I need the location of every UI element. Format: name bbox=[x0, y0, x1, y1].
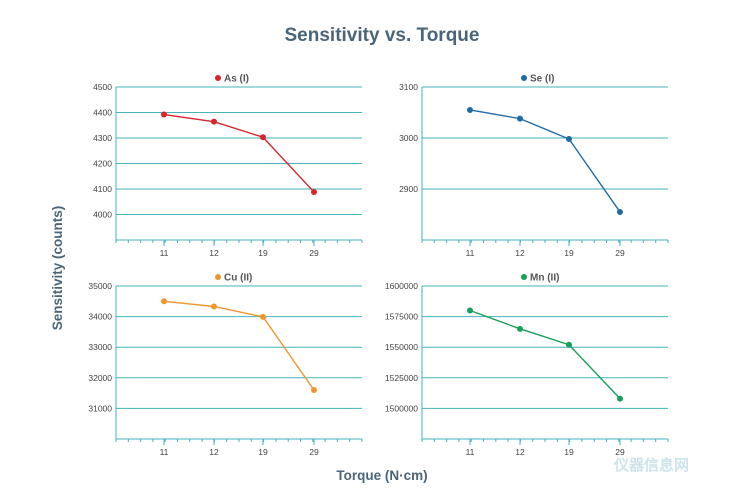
y-tick-label: 4300 bbox=[93, 133, 112, 143]
y-tick-label: 2900 bbox=[399, 184, 418, 194]
data-point bbox=[566, 136, 572, 143]
x-tick-label: 19 bbox=[564, 447, 574, 457]
data-point bbox=[211, 118, 217, 125]
panel-title: Mn (II) bbox=[530, 273, 559, 284]
legend-marker bbox=[215, 274, 221, 280]
y-tick-label: 1500000 bbox=[385, 403, 418, 413]
x-tick-label: 29 bbox=[309, 447, 319, 457]
y-tick-label: 33000 bbox=[88, 342, 112, 352]
data-point bbox=[260, 313, 266, 320]
legend-marker bbox=[521, 75, 527, 81]
x-tick-label: 11 bbox=[160, 248, 169, 258]
data-point bbox=[467, 106, 473, 113]
x-tick-label: 11 bbox=[160, 447, 169, 457]
x-tick-label: 29 bbox=[615, 447, 625, 457]
x-axis-label: Torque (N·cm) bbox=[336, 468, 427, 483]
series-line bbox=[469, 109, 621, 213]
x-tick-label: 12 bbox=[515, 248, 525, 258]
y-tick-label: 1525000 bbox=[385, 373, 418, 383]
data-point bbox=[517, 325, 523, 332]
x-tick-label: 12 bbox=[209, 248, 219, 258]
panel-title: As (I) bbox=[224, 74, 249, 85]
panel-0: 4000 4100 4200 4300 4400 4500 11 12 19 29 As (I) bbox=[93, 74, 363, 258]
x-tick-label: 29 bbox=[309, 248, 319, 258]
series-line bbox=[163, 113, 315, 193]
panel-2: 31000 32000 33000 34000 35000 11 12 19 29 Cu (II) bbox=[88, 273, 363, 457]
data-point bbox=[617, 208, 623, 215]
series-line bbox=[469, 309, 621, 400]
y-tick-label: 3100 bbox=[399, 82, 418, 92]
series-line bbox=[163, 300, 315, 391]
y-tick-label: 4000 bbox=[93, 210, 112, 220]
x-tick-label: 29 bbox=[615, 248, 625, 258]
data-point bbox=[211, 303, 217, 310]
y-tick-label: 1600000 bbox=[385, 281, 418, 291]
y-tick-label: 32000 bbox=[88, 373, 112, 383]
panel-title: Cu (II) bbox=[224, 273, 252, 284]
y-tick-label: 34000 bbox=[88, 312, 112, 322]
data-point bbox=[161, 298, 167, 305]
x-tick-label: 19 bbox=[564, 248, 574, 258]
y-tick-label: 1550000 bbox=[385, 342, 418, 352]
legend-marker bbox=[521, 274, 527, 280]
data-point bbox=[566, 341, 572, 348]
data-point bbox=[617, 395, 623, 402]
panel-3: 1500000 1525000 1550000 1575000 1600000 11 12 1… bbox=[385, 273, 669, 457]
figure-title: Sensitivity vs. Torque bbox=[285, 25, 480, 46]
x-tick-label: 11 bbox=[466, 248, 475, 258]
y-tick-label: 4400 bbox=[93, 108, 112, 118]
data-point bbox=[161, 111, 167, 118]
y-tick-label: 4100 bbox=[93, 184, 112, 194]
data-point bbox=[467, 307, 473, 314]
y-tick-label: 3000 bbox=[399, 133, 418, 143]
y-tick-label: 31000 bbox=[88, 403, 112, 413]
y-axis-label: Sensitivity (counts) bbox=[50, 206, 65, 331]
y-tick-label: 1575000 bbox=[385, 312, 418, 322]
data-point bbox=[517, 115, 523, 122]
y-tick-label: 4200 bbox=[93, 159, 112, 169]
panel-1: 2900 3000 3100 11 12 19 29 Se (I) bbox=[399, 74, 669, 258]
panel-title: Se (I) bbox=[530, 74, 554, 85]
x-tick-label: 19 bbox=[258, 447, 268, 457]
x-tick-label: 12 bbox=[209, 447, 219, 457]
x-tick-label: 12 bbox=[515, 447, 525, 457]
legend-marker bbox=[215, 75, 221, 81]
watermark: 仪器信息网 bbox=[613, 456, 689, 474]
panels: 4000 4100 4200 4300 4400 4500 11 12 19 29 As (I) 29… bbox=[88, 74, 669, 457]
y-tick-label: 35000 bbox=[88, 281, 112, 291]
x-tick-label: 19 bbox=[258, 248, 268, 258]
data-point bbox=[260, 134, 266, 141]
data-point bbox=[311, 387, 317, 394]
data-point bbox=[311, 189, 317, 196]
y-tick-label: 4500 bbox=[93, 82, 112, 92]
x-tick-label: 11 bbox=[466, 447, 475, 457]
